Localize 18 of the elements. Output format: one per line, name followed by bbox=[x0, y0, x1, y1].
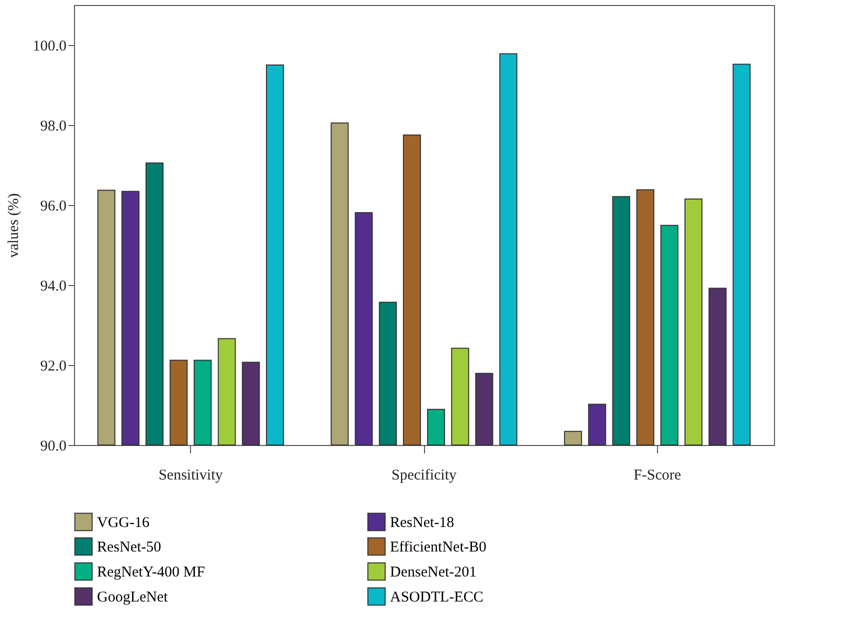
y-tick-label: 98.0 bbox=[40, 118, 66, 134]
y-tick-label: 100.0 bbox=[32, 38, 66, 54]
legend-label: ResNet-50 bbox=[97, 540, 162, 556]
legend-label: EfficientNet-B0 bbox=[390, 540, 486, 556]
x-tick-label: F-Score bbox=[634, 468, 682, 484]
legend-label: ASODTL-ECC bbox=[390, 590, 484, 606]
y-tick-label: 94.0 bbox=[40, 278, 66, 294]
legend-label: RegNetY-400 MF bbox=[97, 564, 205, 580]
legend-label: VGG-16 bbox=[97, 514, 150, 531]
legend-label: DenseNet-201 bbox=[390, 564, 477, 580]
y-tick-label: 96.0 bbox=[40, 198, 66, 214]
y-axis-title: values (%) bbox=[6, 193, 22, 258]
y-tick-label: 90.0 bbox=[40, 438, 66, 454]
legend-label: GoogLeNet bbox=[97, 590, 169, 606]
legend-label: ResNet-18 bbox=[390, 514, 454, 531]
x-tick-label: Specificity bbox=[392, 468, 457, 484]
y-tick-label: 92.0 bbox=[40, 358, 66, 374]
x-tick-label: Sensitivity bbox=[158, 468, 224, 484]
